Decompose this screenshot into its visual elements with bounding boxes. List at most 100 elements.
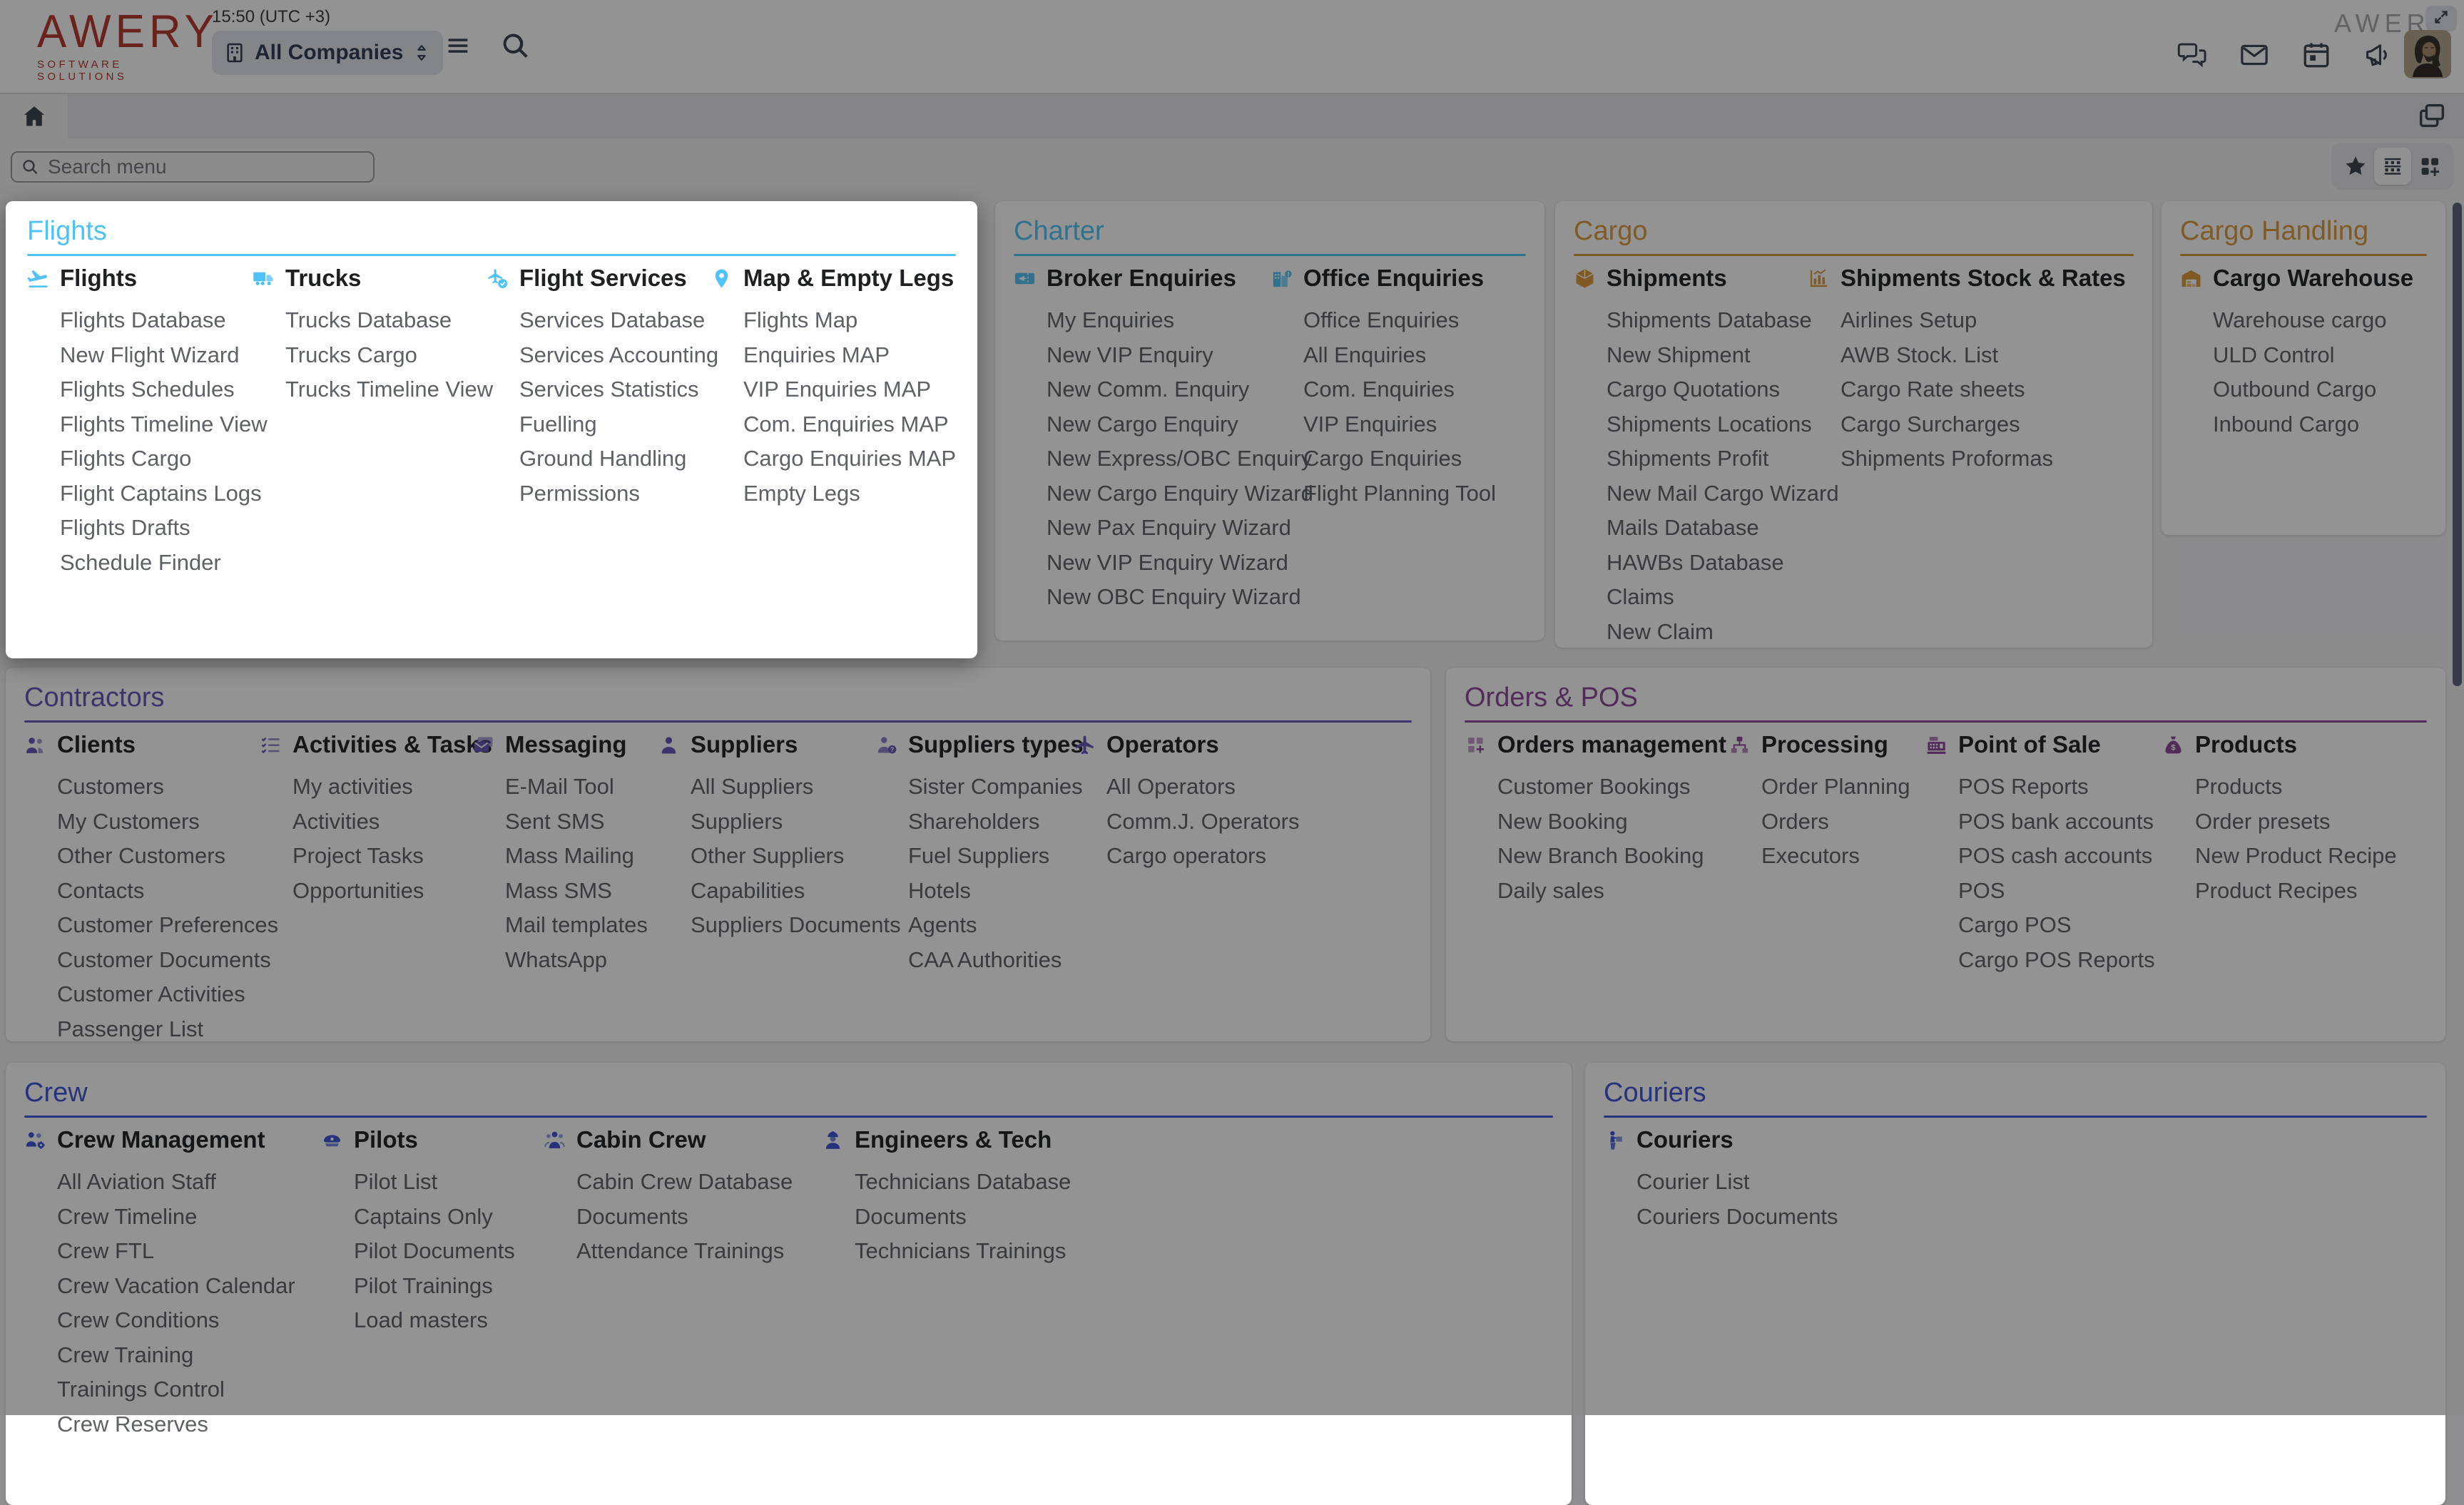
menu-item-all-enquiries[interactable]: All Enquiries	[1303, 342, 1427, 367]
menu-item-trucks-timeline-view[interactable]: Trucks Timeline View	[285, 377, 494, 402]
menu-item-fuelling[interactable]: Fuelling	[519, 411, 597, 437]
menu-item-uld-control[interactable]: ULD Control	[2213, 342, 2335, 367]
menu-group-broker-enquiries[interactable]: Broker Enquiries	[1014, 262, 1271, 295]
favorites-view-button[interactable]	[2337, 148, 2374, 185]
menu-item-documents[interactable]: Documents	[576, 1203, 688, 1229]
menu-item-crew-conditions[interactable]: Crew Conditions	[57, 1307, 220, 1333]
menu-item-all-aviation-staff[interactable]: All Aviation Staff	[57, 1169, 216, 1195]
menu-group-clients[interactable]: Clients	[24, 728, 260, 761]
menu-group-office-enquiries[interactable]: Office Enquiries	[1271, 262, 1526, 295]
menu-item-cargo-pos[interactable]: Cargo POS	[1958, 912, 2072, 938]
menu-item-pilot-documents[interactable]: Pilot Documents	[354, 1238, 515, 1264]
menu-item-suppliers-documents[interactable]: Suppliers Documents	[691, 912, 901, 938]
menu-item-cargo-quotations[interactable]: Cargo Quotations	[1607, 377, 1780, 402]
menu-item-customers[interactable]: Customers	[57, 774, 164, 800]
menu-item-other-suppliers[interactable]: Other Suppliers	[691, 843, 845, 869]
menu-item-flights-timeline-view[interactable]: Flights Timeline View	[60, 411, 268, 437]
menu-item-executors[interactable]: Executors	[1761, 843, 1860, 869]
menu-item-mail-templates[interactable]: Mail templates	[505, 912, 648, 938]
menu-item-customer-activities[interactable]: Customer Activities	[57, 981, 245, 1007]
chat-icon[interactable]	[2177, 40, 2207, 70]
menu-item-shipments-profit[interactable]: Shipments Profit	[1607, 446, 1769, 471]
menu-item-office-enquiries[interactable]: Office Enquiries	[1303, 307, 1460, 333]
grid-view-button[interactable]	[2411, 148, 2448, 185]
menu-item-whatsapp[interactable]: WhatsApp	[505, 947, 608, 972]
user-avatar[interactable]	[2404, 30, 2451, 78]
menu-item-trucks-cargo[interactable]: Trucks Cargo	[285, 342, 417, 367]
menu-item-airlines-setup[interactable]: Airlines Setup	[1841, 307, 1977, 333]
menu-item-my-activities[interactable]: My activities	[292, 774, 413, 800]
menu-item-documents[interactable]: Documents	[855, 1203, 967, 1229]
menu-item-mass-mailing[interactable]: Mass Mailing	[505, 843, 634, 869]
menu-item-flights-drafts[interactable]: Flights Drafts	[60, 515, 190, 541]
menu-item-services-database[interactable]: Services Database	[519, 307, 706, 333]
menu-item-pos-bank-accounts[interactable]: POS bank accounts	[1958, 808, 2154, 834]
menu-item-new-cargo-enquiry[interactable]: New Cargo Enquiry	[1047, 411, 1238, 437]
menu-item-shipments-database[interactable]: Shipments Database	[1607, 307, 1812, 333]
menu-item-new-cargo-enquiry-wizard[interactable]: New Cargo Enquiry Wizard	[1047, 480, 1313, 506]
menu-group-flight-services[interactable]: Flight Services	[487, 262, 711, 295]
menu-item-cargo-enquiries-map[interactable]: Cargo Enquiries MAP	[743, 446, 957, 471]
menu-item-capabilities[interactable]: Capabilities	[691, 877, 805, 903]
menu-item-attendance-trainings[interactable]: Attendance Trainings	[576, 1238, 785, 1264]
menu-group-shipments[interactable]: Shipments	[1574, 262, 1808, 295]
menu-item-caa-authorities[interactable]: CAA Authorities	[908, 947, 1062, 972]
menu-item-project-tasks[interactable]: Project Tasks	[292, 843, 424, 869]
menu-item-daily-sales[interactable]: Daily sales	[1497, 877, 1604, 903]
menu-group-orders-management[interactable]: Orders management	[1465, 728, 1729, 761]
menu-item-orders[interactable]: Orders	[1761, 808, 1829, 834]
menu-item-crew-vacation-calendar[interactable]: Crew Vacation Calendar	[57, 1272, 295, 1298]
menu-item-trainings-control[interactable]: Trainings Control	[57, 1377, 225, 1402]
menu-item-cargo-enquiries[interactable]: Cargo Enquiries	[1303, 446, 1462, 471]
menu-item-pos-cash-accounts[interactable]: POS cash accounts	[1958, 843, 2153, 869]
menu-item-new-branch-booking[interactable]: New Branch Booking	[1497, 843, 1704, 869]
menu-search-box[interactable]	[11, 151, 375, 183]
menu-item-crew-timeline[interactable]: Crew Timeline	[57, 1203, 198, 1229]
menu-item-order-presets[interactable]: Order presets	[2195, 808, 2331, 834]
menu-group-activities-tasks[interactable]: Activities & Tasks	[260, 728, 492, 761]
menu-item-flights-cargo[interactable]: Flights Cargo	[60, 446, 192, 471]
menu-group-engineers-tech[interactable]: Engineers & Tech	[822, 1123, 1129, 1156]
menu-item-sister-companies[interactable]: Sister Companies	[908, 774, 1083, 800]
menu-group-crew-management[interactable]: Crew Management	[24, 1123, 321, 1156]
menu-group-suppliers-types[interactable]: ? Suppliers types	[875, 728, 1084, 761]
menu-item-com-enquiries-map[interactable]: Com. Enquiries MAP	[743, 411, 949, 437]
main-menu-icon[interactable]	[444, 31, 472, 60]
menu-search-input[interactable]	[46, 155, 365, 179]
windows-icon[interactable]	[2415, 100, 2448, 133]
tab-home[interactable]	[0, 94, 68, 138]
menu-item-flights-schedules[interactable]: Flights Schedules	[60, 377, 235, 402]
menu-item-services-statistics[interactable]: Services Statistics	[519, 377, 699, 402]
menu-item-cabin-crew-database[interactable]: Cabin Crew Database	[576, 1169, 793, 1195]
menu-item-crew-ftl[interactable]: Crew FTL	[57, 1238, 155, 1264]
menu-item-sent-sms[interactable]: Sent SMS	[505, 808, 605, 834]
menu-item-hawbs-database[interactable]: HAWBs Database	[1607, 549, 1784, 575]
megaphone-icon[interactable]	[2363, 40, 2393, 70]
menu-item-new-mail-cargo-wizard[interactable]: New Mail Cargo Wizard	[1607, 480, 1839, 506]
menu-item-mass-sms[interactable]: Mass SMS	[505, 877, 612, 903]
menu-item-all-suppliers[interactable]: All Suppliers	[691, 774, 814, 800]
menu-group-products[interactable]: $ Products	[2162, 728, 2433, 761]
menu-item-suppliers[interactable]: Suppliers	[691, 808, 783, 834]
menu-item-courier-list[interactable]: Courier List	[1636, 1169, 1750, 1195]
menu-item-cargo-operators[interactable]: Cargo operators	[1106, 843, 1267, 869]
menu-item-new-flight-wizard[interactable]: New Flight Wizard	[60, 342, 240, 367]
list-view-button[interactable]	[2374, 148, 2411, 185]
menu-item-agents[interactable]: Agents	[908, 912, 977, 938]
menu-item-couriers-documents[interactable]: Couriers Documents	[1636, 1203, 1838, 1229]
menu-item-trucks-database[interactable]: Trucks Database	[285, 307, 452, 333]
menu-item-shipments-proformas[interactable]: Shipments Proformas	[1841, 446, 2054, 471]
menu-group-cargo-warehouse[interactable]: Cargo Warehouse	[2180, 262, 2427, 295]
menu-group-processing[interactable]: Processing	[1729, 728, 1925, 761]
global-search-icon[interactable]	[499, 30, 531, 61]
menu-item-claims[interactable]: Claims	[1607, 584, 1674, 610]
menu-item-products[interactable]: Products	[2195, 774, 2283, 800]
menu-item-inbound-cargo[interactable]: Inbound Cargo	[2213, 411, 2360, 437]
menu-item-new-claim[interactable]: New Claim	[1607, 618, 1714, 644]
menu-item-pos-reports[interactable]: POS Reports	[1958, 774, 2089, 800]
menu-group-pilots[interactable]: Pilots	[321, 1123, 544, 1156]
menu-item-load-masters[interactable]: Load masters	[354, 1307, 488, 1333]
menu-item-customer-documents[interactable]: Customer Documents	[57, 947, 271, 972]
menu-item-shareholders[interactable]: Shareholders	[908, 808, 1040, 834]
menu-item-cargo-rate-sheets[interactable]: Cargo Rate sheets	[1841, 377, 2025, 402]
